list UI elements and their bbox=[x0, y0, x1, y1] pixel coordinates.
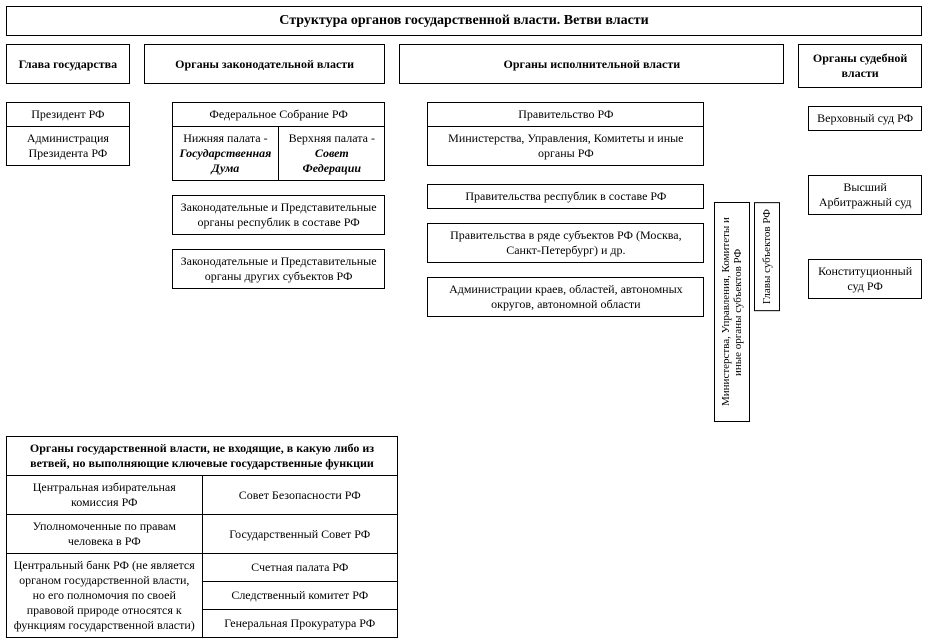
federal-assembly: Федеральное Собрание РФ bbox=[172, 102, 386, 126]
legislative-regional-0: Законодательные и Представительные орган… bbox=[172, 195, 386, 235]
executive-top-1: Министерства, Управления, Комитеты и ины… bbox=[427, 126, 704, 166]
lower-chamber-body: Государственная Дума bbox=[180, 146, 272, 175]
head-of-state-header: Глава государства bbox=[6, 44, 130, 84]
executive-regional-0: Правительства республик в составе РФ bbox=[427, 184, 704, 209]
other-right-0: Совет Безопасности РФ bbox=[202, 476, 398, 515]
upper-chamber: Верхняя палата - Совет Федерации bbox=[278, 126, 385, 181]
other-right-1: Государственный Совет РФ bbox=[202, 515, 398, 554]
head-of-state-items: Президент РФ Администрация Президента РФ bbox=[6, 102, 130, 166]
legislative-column: Органы законодательной власти Федерально… bbox=[144, 44, 386, 289]
judicial-column: Органы судебной власти Верховный суд РФ … bbox=[798, 44, 922, 299]
executive-header: Органы исполнительной власти bbox=[399, 44, 784, 84]
executive-top-0: Правительство РФ bbox=[427, 102, 704, 126]
executive-regional-2: Администрации краев, областей, автономны… bbox=[427, 277, 704, 317]
executive-side-cols: Министерства, Управления, Комитеты и ины… bbox=[714, 202, 784, 422]
legislative-header: Органы законодательной власти bbox=[144, 44, 386, 84]
other-right-2: Счетная палата РФ bbox=[202, 554, 398, 582]
federal-assembly-block: Федеральное Собрание РФ Нижняя палата - … bbox=[172, 102, 386, 181]
head-of-state-item-1: Администрация Президента РФ bbox=[6, 126, 130, 166]
executive-regional-1: Правительства в ряде субъектов РФ (Москв… bbox=[427, 223, 704, 263]
other-bodies-table: Органы государственной власти, не входящ… bbox=[6, 436, 398, 638]
lower-chamber: Нижняя палата - Государственная Дума bbox=[172, 126, 278, 181]
judicial-item-2: Конституционный суд РФ bbox=[808, 259, 922, 299]
branches-row: Глава государства Президент РФ Администр… bbox=[6, 44, 922, 422]
other-right-4: Генеральная Прокуратура РФ bbox=[202, 610, 398, 638]
other-left-2: Центральный банк РФ (не является органом… bbox=[7, 554, 203, 638]
judicial-header: Органы судебной власти bbox=[798, 44, 922, 88]
upper-chamber-label: Верхняя палата - bbox=[289, 131, 375, 145]
executive-column: Органы исполнительной власти Правительст… bbox=[399, 44, 784, 422]
executive-top-block: Правительство РФ Министерства, Управлени… bbox=[427, 102, 704, 166]
executive-main-col: Правительство РФ Министерства, Управлени… bbox=[427, 102, 704, 422]
other-left-1: Уполномоченные по правам человека в РФ bbox=[7, 515, 203, 554]
legislative-regional-1: Законодательные и Представительные орган… bbox=[172, 249, 386, 289]
head-of-state-item-0: Президент РФ bbox=[6, 102, 130, 126]
executive-side-1: Министерства, Управления, Комитеты и ины… bbox=[714, 202, 750, 422]
judicial-item-0: Верховный суд РФ bbox=[808, 106, 922, 131]
other-bodies-header: Органы государственной власти, не входящ… bbox=[7, 437, 398, 476]
other-bodies-block: Органы государственной власти, не входящ… bbox=[6, 436, 398, 638]
head-of-state-column: Глава государства Президент РФ Администр… bbox=[6, 44, 130, 166]
judicial-item-1: Высший Арбитражный суд bbox=[808, 175, 922, 215]
chambers-row: Нижняя палата - Государственная Дума Вер… bbox=[172, 126, 386, 181]
diagram-title: Структура органов государственной власти… bbox=[6, 6, 922, 36]
upper-chamber-body: Совет Федерации bbox=[303, 146, 362, 175]
other-left-0: Центральная избирательная комиссия РФ bbox=[7, 476, 203, 515]
other-right-3: Следственный комитет РФ bbox=[202, 582, 398, 610]
lower-chamber-label: Нижняя палата - bbox=[183, 131, 267, 145]
executive-body-row: Правительство РФ Министерства, Управлени… bbox=[399, 102, 784, 422]
executive-side-2: Главы субъектов РФ bbox=[754, 202, 780, 311]
